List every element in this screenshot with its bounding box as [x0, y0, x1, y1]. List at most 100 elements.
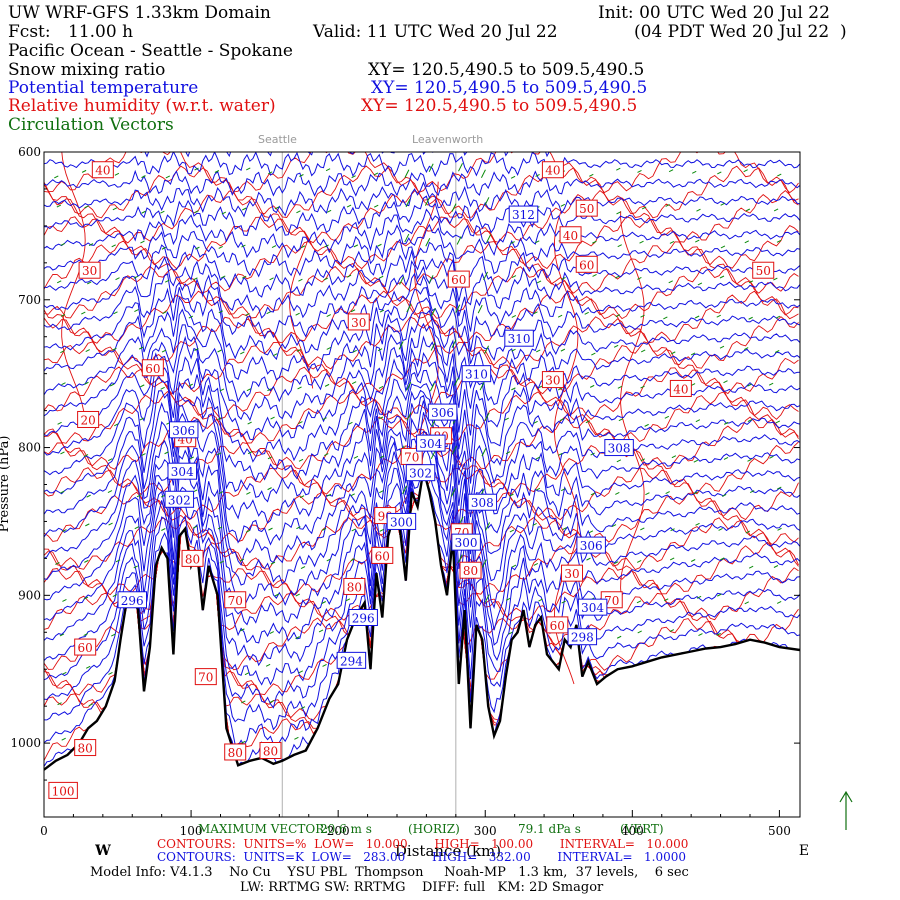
circulation-vector [480, 169, 486, 179]
circulation-vector [246, 167, 251, 171]
circulation-vector [247, 421, 252, 425]
rh-contour-label-box [752, 261, 775, 279]
circulation-vector [591, 352, 596, 356]
rh-contour-label: 40 [673, 382, 688, 396]
circulation-vector [326, 347, 331, 350]
circulation-vector [719, 275, 725, 279]
circulation-vector [378, 416, 384, 420]
circulation-vector [692, 170, 697, 174]
circulation-vector [61, 382, 66, 386]
circulation-vector [586, 557, 591, 561]
circulation-vector [590, 452, 595, 456]
circulation-vector [241, 244, 246, 248]
theta-contour-label: 304 [419, 437, 442, 451]
circulation-vector [240, 351, 245, 355]
circulation-vector [160, 494, 166, 498]
theta-contour-line [44, 469, 800, 731]
rh-contour-line [289, 240, 314, 389]
circulation-vector [299, 174, 304, 177]
circulation-vector [745, 530, 751, 534]
field-theta-xy: XY= 120.5,490.5 to 509.5,490.5 [371, 78, 648, 98]
valid-time: Valid: 11 UTC Wed 20 Jul 22 [313, 22, 558, 42]
theta-contour-label: 302 [409, 467, 432, 481]
circulation-vector [86, 494, 91, 498]
circulation-vector [618, 418, 624, 422]
circulation-vector [351, 528, 356, 532]
circulation-vector [353, 244, 359, 248]
circulation-vector [535, 487, 541, 491]
circulation-vector [481, 559, 487, 568]
circulation-vector [535, 456, 541, 460]
circulation-vector [561, 277, 566, 280]
circulation-vector [133, 275, 139, 279]
circulation-vector [557, 314, 563, 318]
circulation-vector [695, 419, 701, 423]
terrain-line [44, 469, 800, 771]
circulation-vector [645, 492, 650, 496]
theta-contour-label: 312 [512, 208, 535, 222]
circulation-vector [637, 276, 642, 280]
circulation-vector [194, 348, 199, 352]
circulation-vector [560, 488, 566, 492]
theta-contour-info: CONTOURS: UNITS=K LOW= 283.00 HIGH= 332.… [157, 850, 686, 864]
theta-contour-label: 304 [171, 465, 194, 479]
circulation-vector [296, 349, 302, 352]
circulation-vector [405, 198, 411, 208]
theta-contour-line [44, 389, 800, 546]
circulation-vector [242, 207, 247, 211]
circulation-vector [300, 566, 306, 569]
circulation-vector [140, 240, 145, 244]
circulation-vector [615, 275, 620, 279]
circulation-vector [88, 703, 93, 707]
rh-contour-label-box [343, 577, 366, 595]
circulation-vector [195, 246, 200, 250]
rh-contour-label: 80 [263, 745, 278, 759]
circulation-vector [324, 383, 330, 387]
y-tick-label: 600 [18, 145, 41, 159]
circulation-vector [326, 314, 331, 318]
circulation-vector [268, 527, 273, 531]
rh-contour-label: 40 [563, 229, 578, 243]
circulation-vector [217, 526, 223, 530]
circulation-vector [350, 493, 355, 497]
rh-contour-label: 60 [451, 273, 466, 287]
west-label: W [94, 843, 111, 859]
circulation-vector [402, 485, 408, 495]
rh-contour-line [44, 469, 799, 696]
circulation-vector [533, 563, 539, 566]
theta-contour-label-box [567, 628, 598, 646]
circulation-vector [378, 275, 384, 279]
rh-contour-label-box [141, 359, 164, 377]
circulation-vector [300, 706, 306, 710]
circulation-vector [85, 665, 91, 669]
circulation-vector [430, 450, 436, 460]
circulation-vector [352, 349, 357, 353]
circulation-vector [693, 491, 698, 495]
rh-contour-label: 20 [80, 413, 95, 427]
circulation-vector [218, 491, 224, 495]
circulation-vector [745, 208, 751, 212]
circulation-vector [266, 311, 271, 315]
circulation-vector [776, 601, 782, 604]
circulation-vector [267, 487, 272, 491]
rh-contour-label-box [541, 371, 564, 389]
rh-contour-label: 70 [404, 450, 419, 464]
circulation-vector [111, 633, 116, 637]
circulation-vector [590, 492, 596, 496]
circulation-vector [424, 197, 430, 206]
circulation-vector [112, 347, 117, 351]
theta-contour-label: 306 [580, 539, 603, 553]
theta-contour-label-box [348, 609, 378, 626]
model-title: UW WRF-GFS 1.33km Domain [8, 3, 271, 23]
max-vector-label: MAXIMUM VECTOR: [198, 822, 329, 836]
rh-contour-label-box [77, 410, 100, 428]
theta-contour-label-box [405, 464, 436, 482]
theta-contour-line [44, 195, 800, 237]
rh-contour-label-box [575, 255, 598, 273]
circulation-vector [189, 456, 194, 460]
circulation-vector [511, 275, 517, 279]
circulation-vector [748, 565, 754, 569]
circulation-vector [161, 349, 167, 353]
rh-contour-label-box [559, 226, 582, 244]
rh-contour-label-box [371, 546, 394, 564]
